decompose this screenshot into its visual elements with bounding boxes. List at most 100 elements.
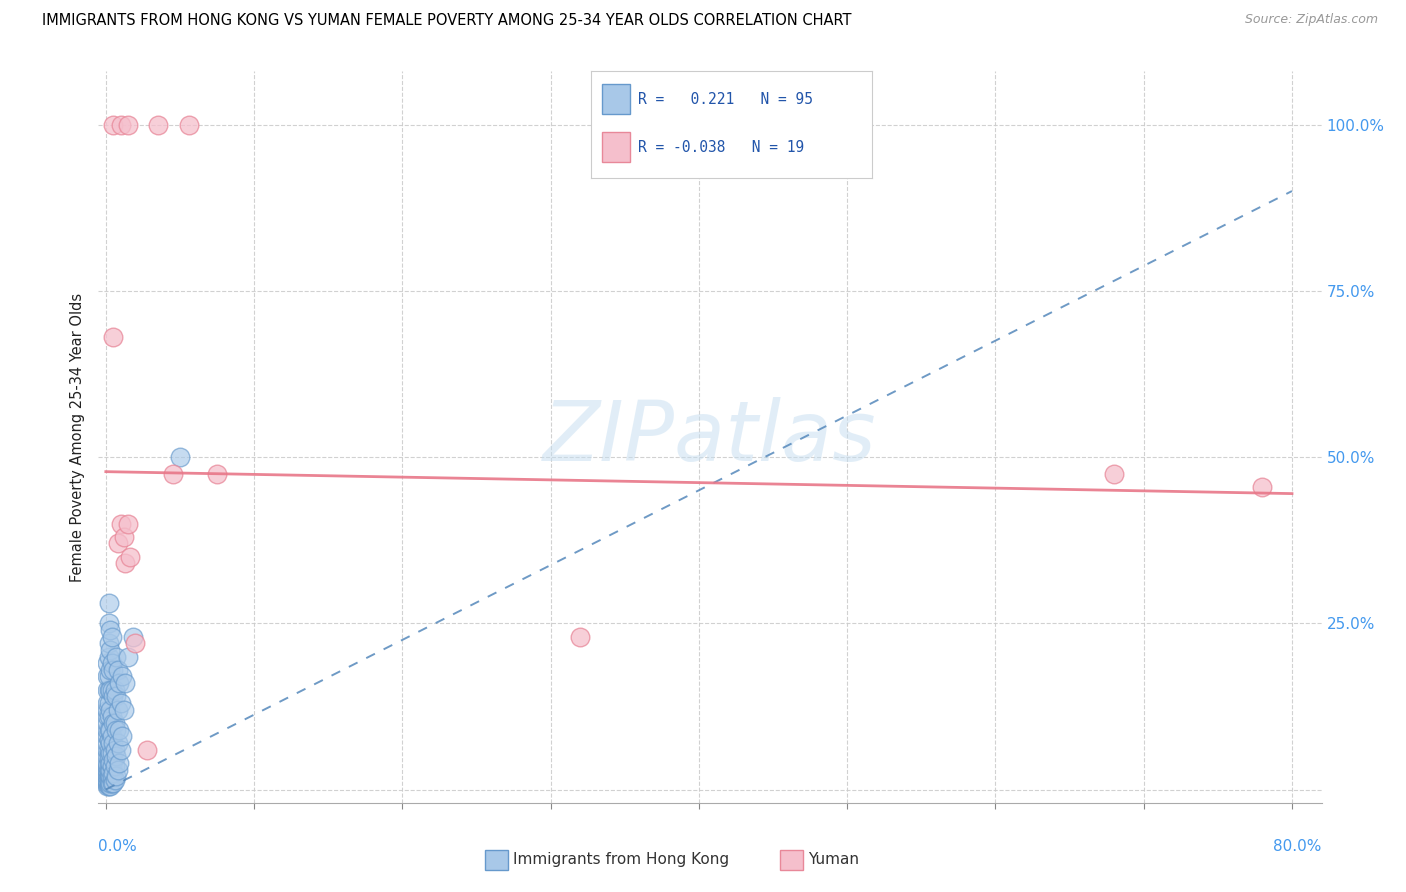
Point bbox=[205, 467, 228, 481]
Point bbox=[104, 682, 127, 697]
Point bbox=[96, 763, 118, 777]
Point bbox=[107, 763, 129, 777]
Point bbox=[107, 536, 129, 550]
Point bbox=[117, 118, 139, 132]
Point bbox=[97, 779, 120, 793]
Point bbox=[97, 696, 120, 710]
Point bbox=[97, 596, 120, 610]
Point bbox=[97, 732, 120, 747]
Point bbox=[98, 746, 121, 760]
Point bbox=[110, 696, 132, 710]
Point bbox=[96, 703, 118, 717]
Point bbox=[118, 549, 141, 564]
Point bbox=[110, 742, 132, 756]
Point bbox=[105, 723, 128, 737]
Point bbox=[97, 749, 120, 764]
Point bbox=[146, 118, 169, 132]
Point bbox=[98, 643, 121, 657]
Point bbox=[104, 742, 127, 756]
Text: Yuman: Yuman bbox=[808, 853, 859, 867]
Point bbox=[97, 669, 120, 683]
Point bbox=[96, 765, 118, 780]
Text: R = -0.038   N = 19: R = -0.038 N = 19 bbox=[638, 140, 804, 155]
Point bbox=[1102, 467, 1125, 481]
Point bbox=[97, 776, 120, 790]
Point bbox=[169, 450, 191, 464]
Point bbox=[103, 690, 125, 704]
Point bbox=[117, 649, 139, 664]
Point bbox=[111, 729, 134, 743]
Point bbox=[108, 676, 131, 690]
Point bbox=[100, 729, 122, 743]
Y-axis label: Female Poverty Among 25-34 Year Olds: Female Poverty Among 25-34 Year Olds bbox=[69, 293, 84, 582]
Point bbox=[114, 557, 136, 571]
Point bbox=[98, 769, 121, 783]
Point bbox=[100, 759, 122, 773]
Point bbox=[107, 663, 129, 677]
Point bbox=[96, 729, 118, 743]
Point bbox=[100, 656, 122, 670]
Point bbox=[97, 756, 120, 770]
Point bbox=[96, 669, 118, 683]
Point bbox=[100, 630, 122, 644]
Point bbox=[96, 656, 118, 670]
Point bbox=[105, 649, 128, 664]
Point bbox=[104, 759, 127, 773]
Point bbox=[97, 769, 120, 783]
Point bbox=[100, 682, 122, 697]
Point bbox=[105, 769, 128, 783]
Point bbox=[136, 742, 159, 756]
Point bbox=[96, 696, 118, 710]
Point bbox=[97, 616, 120, 631]
Point bbox=[111, 669, 134, 683]
Point bbox=[97, 709, 120, 723]
Point bbox=[107, 703, 129, 717]
Point bbox=[96, 682, 118, 697]
Point bbox=[98, 623, 121, 637]
Point bbox=[96, 769, 118, 783]
Point bbox=[96, 716, 118, 731]
Point bbox=[117, 516, 139, 531]
Point bbox=[98, 776, 121, 790]
Point bbox=[108, 723, 131, 737]
Point bbox=[100, 709, 122, 723]
Point bbox=[98, 682, 121, 697]
Point bbox=[96, 723, 118, 737]
Point bbox=[103, 765, 125, 780]
Point bbox=[1251, 480, 1274, 494]
Point bbox=[98, 723, 121, 737]
Point bbox=[112, 530, 135, 544]
Point bbox=[104, 772, 127, 787]
Point bbox=[103, 716, 125, 731]
Point bbox=[97, 765, 120, 780]
Point bbox=[100, 769, 122, 783]
Point bbox=[97, 763, 120, 777]
Text: 80.0%: 80.0% bbox=[1274, 839, 1322, 855]
Point bbox=[97, 682, 120, 697]
Point bbox=[96, 709, 118, 723]
Point bbox=[103, 753, 125, 767]
Point bbox=[103, 736, 125, 750]
Point bbox=[100, 746, 122, 760]
Point bbox=[105, 690, 128, 704]
Point bbox=[96, 756, 118, 770]
Point bbox=[97, 723, 120, 737]
Point bbox=[110, 516, 132, 531]
Point bbox=[97, 772, 120, 787]
Point bbox=[569, 630, 592, 644]
Bar bbox=[602, 84, 630, 114]
Point bbox=[103, 330, 125, 344]
Text: Source: ZipAtlas.com: Source: ZipAtlas.com bbox=[1244, 13, 1378, 27]
Point bbox=[121, 630, 143, 644]
Point bbox=[97, 742, 120, 756]
Point bbox=[103, 118, 125, 132]
Point bbox=[98, 756, 121, 770]
Point bbox=[98, 779, 121, 793]
Bar bbox=[602, 132, 630, 162]
Point bbox=[114, 676, 136, 690]
Point bbox=[96, 777, 118, 791]
Point bbox=[96, 749, 118, 764]
Text: Immigrants from Hong Kong: Immigrants from Hong Kong bbox=[513, 853, 730, 867]
Point bbox=[96, 736, 118, 750]
Point bbox=[107, 736, 129, 750]
